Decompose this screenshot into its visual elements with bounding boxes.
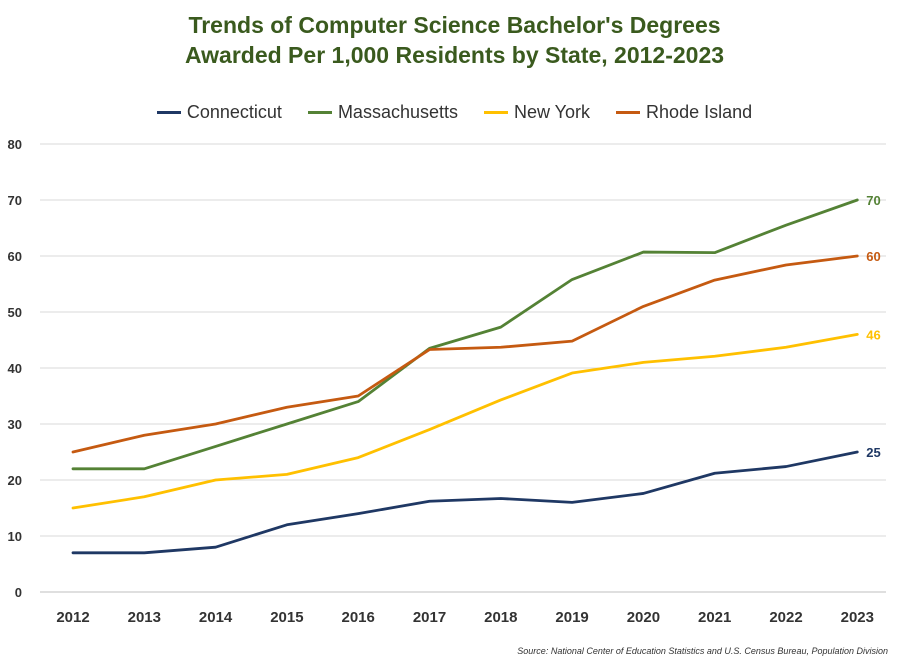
series-line-rhode-island (71, 254, 859, 454)
y-tick-label-0: 0 (15, 585, 22, 600)
chart-title-line-1: Trends of Computer Science Bachelor's De… (188, 12, 721, 38)
y-tick-label-80: 80 (8, 137, 22, 152)
y-tick-label-60: 60 (8, 249, 22, 264)
legend-label-new-york: New York (514, 102, 591, 122)
y-tick-label-70: 70 (8, 193, 22, 208)
x-tick-label-2018: 2018 (484, 609, 517, 626)
data-label-massachusetts-end: 70 (866, 193, 880, 208)
y-tick-label-10: 10 (8, 529, 22, 544)
legend-swatch-new-york (484, 111, 508, 114)
series-line-new-york (71, 332, 859, 510)
y-tick-label-50: 50 (8, 305, 22, 320)
legend-swatch-massachusetts (307, 111, 332, 114)
x-tick-label-2014: 2014 (199, 609, 233, 626)
x-tick-label-2022: 2022 (769, 609, 802, 626)
legend-label-rhode-island: Rhode Island (646, 102, 753, 122)
data-label-rhode-island-end: 60 (866, 249, 880, 264)
data-label-new-york-end: 46 (866, 327, 880, 342)
legend-swatch-connecticut (156, 111, 181, 114)
x-tick-label-2015: 2015 (270, 609, 303, 626)
legend-item-rhode-island: Rhode Island (616, 102, 752, 123)
legend-item-new-york: New York (484, 102, 590, 123)
x-tick-label-2023: 2023 (841, 609, 874, 626)
series-line-massachusetts (71, 198, 859, 471)
legend: Connecticut Massachusetts New York Rhode… (0, 102, 909, 123)
source-note: Source: National Center of Education Sta… (517, 646, 888, 656)
legend-item-massachusetts: Massachusetts (307, 102, 458, 123)
x-tick-label-2012: 2012 (56, 609, 89, 626)
chart-title-line-2: Awarded Per 1,000 Residents by State, 20… (184, 42, 725, 68)
x-tick-label-2016: 2016 (342, 609, 375, 626)
x-tick-label-2013: 2013 (128, 609, 161, 626)
data-label-connecticut-end: 25 (866, 445, 880, 460)
legend-label-connecticut: Connecticut (186, 102, 282, 122)
y-tick-label-20: 20 (8, 473, 22, 488)
chart-title: Trends of Computer Science Bachelor's De… (0, 10, 909, 70)
x-tick-label-2020: 2020 (627, 609, 660, 626)
legend-label-massachusetts: Massachusetts (337, 102, 458, 122)
x-tick-label-2019: 2019 (555, 609, 588, 626)
legend-item-connecticut: Connecticut (156, 102, 282, 123)
x-tick-label-2017: 2017 (413, 609, 446, 626)
x-tick-label-2021: 2021 (698, 609, 731, 626)
series-line-connecticut (71, 450, 859, 555)
y-tick-label-40: 40 (8, 361, 22, 376)
y-tick-label-30: 30 (8, 417, 22, 432)
legend-swatch-rhode-island (616, 111, 641, 114)
